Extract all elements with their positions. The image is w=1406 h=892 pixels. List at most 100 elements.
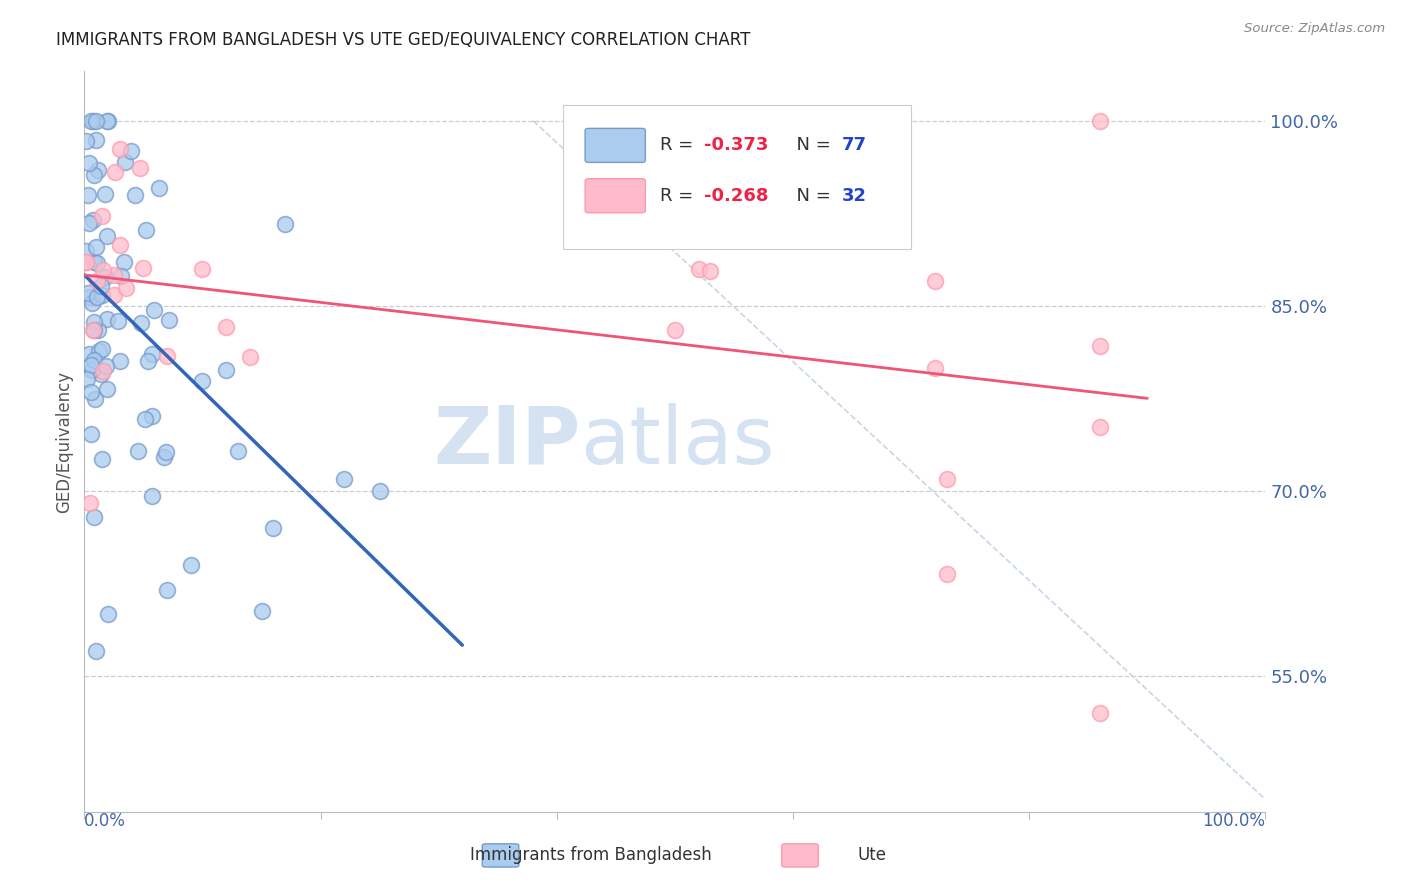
Point (262, 521, 284, 535)
Point (239, 350, 262, 364)
Point (180, 558, 202, 572)
Text: 77: 77 (841, 136, 866, 154)
Point (664, 212, 686, 227)
Point (83, 353, 105, 368)
Point (226, 444, 249, 458)
Point (134, 412, 156, 426)
Point (115, 281, 138, 295)
Text: N =: N = (785, 186, 837, 205)
Point (79, 496, 101, 510)
Text: Immigrants from Bangladesh: Immigrants from Bangladesh (470, 846, 711, 863)
Point (94, 186, 117, 201)
Point (96, 311, 118, 326)
Point (82, 113, 104, 128)
Point (87, 323, 110, 337)
Point (141, 409, 163, 423)
Point (107, 314, 129, 328)
Point (91, 209, 114, 223)
Point (157, 312, 180, 326)
Point (215, 320, 238, 334)
Point (82, 363, 104, 377)
Point (135, 223, 157, 237)
Point (664, 323, 686, 337)
FancyBboxPatch shape (482, 844, 519, 867)
Point (75, 134, 97, 148)
Point (699, 264, 721, 278)
Text: -0.373: -0.373 (704, 136, 769, 154)
Point (76, 372, 98, 386)
Point (1088, 113, 1111, 128)
Point (153, 450, 176, 464)
Point (86, 290, 108, 304)
Point (141, 489, 163, 503)
Point (112, 254, 135, 268)
Point (103, 288, 125, 302)
Point (108, 353, 131, 368)
Point (114, 155, 136, 169)
Point (96, 382, 118, 396)
Point (82, 213, 104, 227)
Point (124, 188, 146, 202)
Point (86, 255, 108, 269)
Point (86, 240, 108, 254)
Point (132, 260, 155, 275)
Text: 0.0%: 0.0% (84, 812, 127, 830)
Point (110, 269, 132, 284)
Text: Source: ZipAtlas.com: Source: ZipAtlas.com (1244, 22, 1385, 36)
Point (84, 644, 107, 658)
Point (84, 113, 107, 128)
Point (96, 228, 118, 243)
Point (83, 392, 105, 407)
Point (156, 582, 179, 597)
Point (84, 133, 107, 147)
Text: atlas: atlas (581, 402, 775, 481)
Point (129, 161, 152, 175)
Point (79, 156, 101, 170)
Point (77, 215, 100, 229)
Point (87, 163, 110, 178)
Point (141, 347, 163, 361)
Point (935, 472, 957, 486)
Point (83, 254, 105, 268)
FancyBboxPatch shape (585, 128, 645, 162)
Point (215, 363, 238, 377)
Point (80, 358, 103, 372)
Point (91, 342, 114, 356)
Point (91, 263, 114, 277)
Point (368, 483, 391, 498)
Point (83, 315, 105, 329)
Point (75, 244, 97, 258)
Point (79, 290, 101, 304)
FancyBboxPatch shape (585, 178, 645, 213)
Point (82, 323, 104, 337)
FancyBboxPatch shape (562, 104, 911, 249)
Point (103, 268, 125, 282)
Text: R =: R = (659, 186, 699, 205)
Point (136, 354, 159, 368)
Point (110, 238, 132, 252)
Point (94, 359, 117, 373)
Point (75, 255, 97, 269)
Point (250, 604, 273, 618)
Text: -0.268: -0.268 (704, 186, 769, 205)
Point (75, 255, 97, 269)
Text: Ute: Ute (858, 846, 886, 863)
Point (80, 295, 103, 310)
Point (94, 270, 117, 285)
Point (1088, 420, 1111, 434)
Point (97, 113, 120, 128)
Point (76, 285, 98, 300)
Point (77, 347, 100, 361)
Point (935, 566, 957, 581)
Point (924, 360, 946, 375)
Point (83, 168, 105, 182)
Point (191, 262, 214, 277)
Point (108, 142, 131, 156)
Point (333, 472, 356, 486)
Point (1088, 339, 1111, 353)
Point (90, 452, 112, 467)
Point (87, 344, 110, 359)
Point (90, 278, 112, 293)
Point (120, 144, 142, 158)
Point (83, 510, 105, 524)
